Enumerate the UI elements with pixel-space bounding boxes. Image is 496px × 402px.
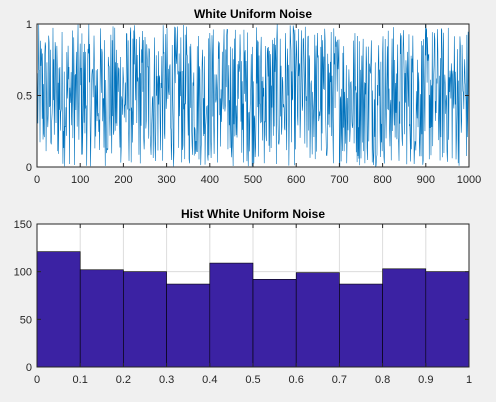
x-tick-label: 0.8 <box>375 374 390 386</box>
x-tick-label: 100 <box>71 174 89 186</box>
histogram-title: Hist White Uniform Noise <box>181 207 325 221</box>
histogram-bar <box>166 283 211 368</box>
histogram-bar <box>209 262 254 368</box>
x-tick-label: 500 <box>244 174 262 186</box>
x-tick-label: 1000 <box>457 174 481 186</box>
x-tick-label: 0.7 <box>332 374 347 386</box>
x-tick-label: 0.5 <box>245 374 260 386</box>
x-tick-label: 0.3 <box>159 374 174 386</box>
x-tick-label: 300 <box>157 174 175 186</box>
histogram-bar <box>339 283 383 368</box>
x-tick-label: 400 <box>201 174 219 186</box>
histogram-x-ticks: 0 0.1 0.2 0.3 0.4 0.5 0.6 0.7 0.8 0.9 1 <box>34 224 472 386</box>
line-plot-y-ticks: 00.51 <box>17 19 469 174</box>
x-tick-label: 800 <box>373 174 391 186</box>
x-tick-label: 0.4 <box>202 374 217 386</box>
histogram-bar <box>425 271 470 368</box>
histogram-axes: Hist White Uniform Noise 0 0.1 0.2 0.3 0.4 0.… <box>14 207 472 386</box>
noise-series <box>37 24 470 167</box>
y-tick-label: 100 <box>14 267 32 279</box>
x-tick-label: 0.1 <box>73 374 88 386</box>
histogram-bar <box>295 272 340 368</box>
x-tick-label: 0 <box>34 374 40 386</box>
y-tick-label: 150 <box>14 219 32 231</box>
histogram-bars <box>36 251 470 368</box>
x-tick-label: 700 <box>330 174 348 186</box>
y-tick-label: 0.5 <box>17 91 32 103</box>
histogram-bar <box>36 251 81 368</box>
line-plot-title: White Uniform Noise <box>194 7 312 21</box>
line-plot-x-ticks: 0 100 200 300 400 500 600 700 800 900 1000 <box>34 24 481 186</box>
x-tick-label: 600 <box>287 174 305 186</box>
x-tick-label: 1 <box>466 374 472 386</box>
histogram-bar <box>252 278 297 368</box>
x-tick-label: 0 <box>34 174 40 186</box>
histogram-bar <box>123 271 167 368</box>
x-tick-label: 0.9 <box>418 374 433 386</box>
y-tick-label: 0 <box>26 362 32 374</box>
histogram-bar <box>79 269 124 368</box>
x-tick-label: 200 <box>114 174 132 186</box>
histogram-bar <box>382 268 427 368</box>
x-tick-label: 0.2 <box>116 374 131 386</box>
x-tick-label: 0.6 <box>289 374 304 386</box>
y-tick-label: 1 <box>26 19 32 31</box>
x-tick-label: 900 <box>417 174 435 186</box>
histogram-y-ticks: 0 50 100 150 <box>14 219 469 374</box>
y-tick-label: 50 <box>20 314 32 326</box>
noise-line <box>37 24 470 167</box>
line-plot-axes: White Uniform Noise 0 100 200 300 400 500 600 7… <box>17 7 482 186</box>
y-tick-label: 0 <box>26 162 32 174</box>
